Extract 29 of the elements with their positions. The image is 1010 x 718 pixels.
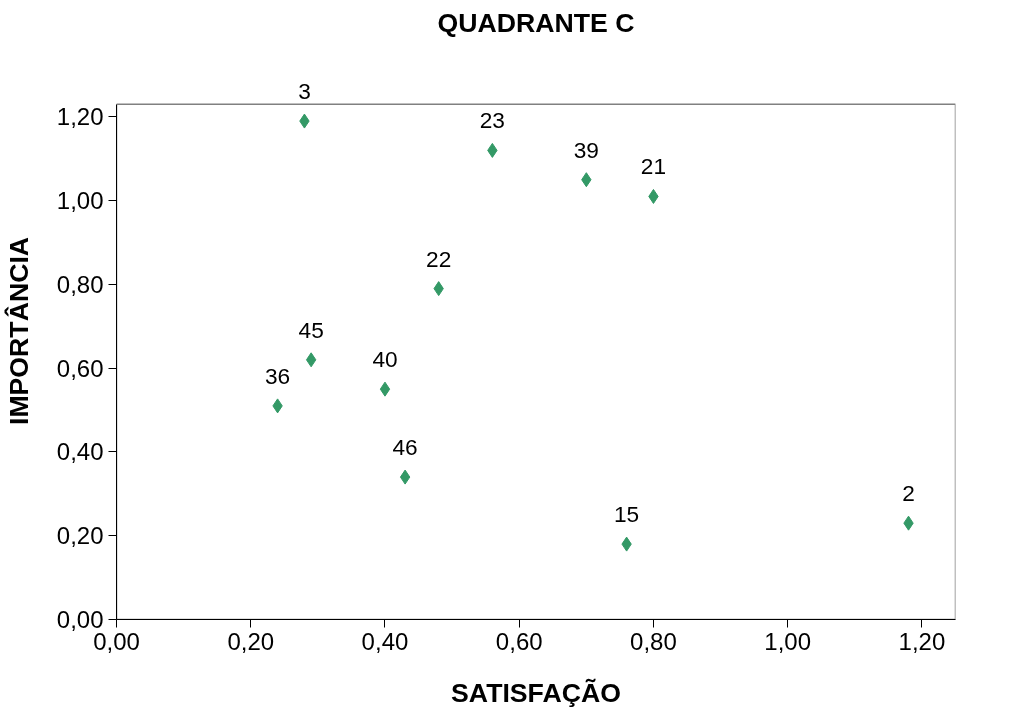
x-tick-label: 0,20 [227, 627, 275, 655]
annotation: 39 [573, 136, 599, 163]
point [399, 469, 411, 485]
chart-title: QUADRANTE C [437, 7, 635, 38]
y-tick-label: 0,20 [56, 522, 104, 550]
point [305, 352, 317, 368]
x-tick-label: 1,00 [764, 627, 812, 655]
annotation: 21 [640, 153, 667, 180]
annotation: 46 [392, 434, 418, 461]
x-axis-title: SATISFAÇÃO [451, 677, 621, 708]
y-axis-title: IMPORTÂNCIA [3, 236, 34, 426]
y-tick-label: 1,00 [56, 187, 104, 215]
y-tick-label: 0,40 [56, 438, 104, 466]
annotation: 40 [372, 346, 398, 373]
annotation: 45 [298, 316, 324, 343]
annotation: 2 [902, 480, 915, 507]
x-tick-label: 0,80 [630, 627, 677, 655]
annotation: 3 [298, 78, 311, 105]
annotation: 15 [614, 501, 640, 528]
x-tick-label: 0,40 [361, 627, 409, 655]
y-tick-label: 0,80 [56, 270, 104, 298]
x-tick-label: 1,20 [898, 627, 946, 655]
point [379, 381, 391, 397]
annotation: 23 [479, 107, 505, 134]
y-tick-label: 0,60 [56, 354, 104, 382]
annotation: 22 [426, 245, 452, 272]
y-tick-label: 1,20 [56, 103, 104, 131]
x-tick-label: 0,60 [495, 627, 543, 655]
annotation: 36 [264, 362, 291, 389]
